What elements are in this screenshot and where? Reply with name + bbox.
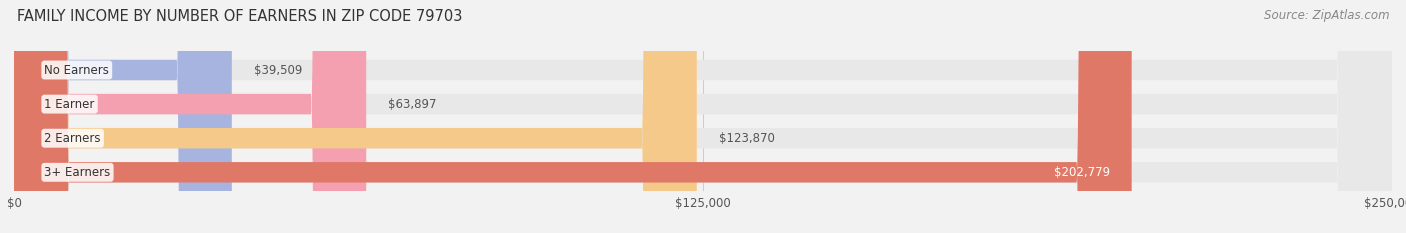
Text: $39,509: $39,509 xyxy=(254,64,302,76)
Text: $202,779: $202,779 xyxy=(1053,166,1109,179)
Text: FAMILY INCOME BY NUMBER OF EARNERS IN ZIP CODE 79703: FAMILY INCOME BY NUMBER OF EARNERS IN ZI… xyxy=(17,9,463,24)
FancyBboxPatch shape xyxy=(14,0,1392,233)
Text: Source: ZipAtlas.com: Source: ZipAtlas.com xyxy=(1264,9,1389,22)
Text: 2 Earners: 2 Earners xyxy=(45,132,101,145)
FancyBboxPatch shape xyxy=(14,0,1392,233)
FancyBboxPatch shape xyxy=(14,0,366,233)
Text: $123,870: $123,870 xyxy=(718,132,775,145)
Text: 3+ Earners: 3+ Earners xyxy=(45,166,111,179)
Text: No Earners: No Earners xyxy=(45,64,110,76)
FancyBboxPatch shape xyxy=(14,0,1132,233)
FancyBboxPatch shape xyxy=(14,0,697,233)
FancyBboxPatch shape xyxy=(14,0,1392,233)
Text: $63,897: $63,897 xyxy=(388,98,437,111)
Text: 1 Earner: 1 Earner xyxy=(45,98,94,111)
FancyBboxPatch shape xyxy=(14,0,232,233)
FancyBboxPatch shape xyxy=(14,0,1392,233)
